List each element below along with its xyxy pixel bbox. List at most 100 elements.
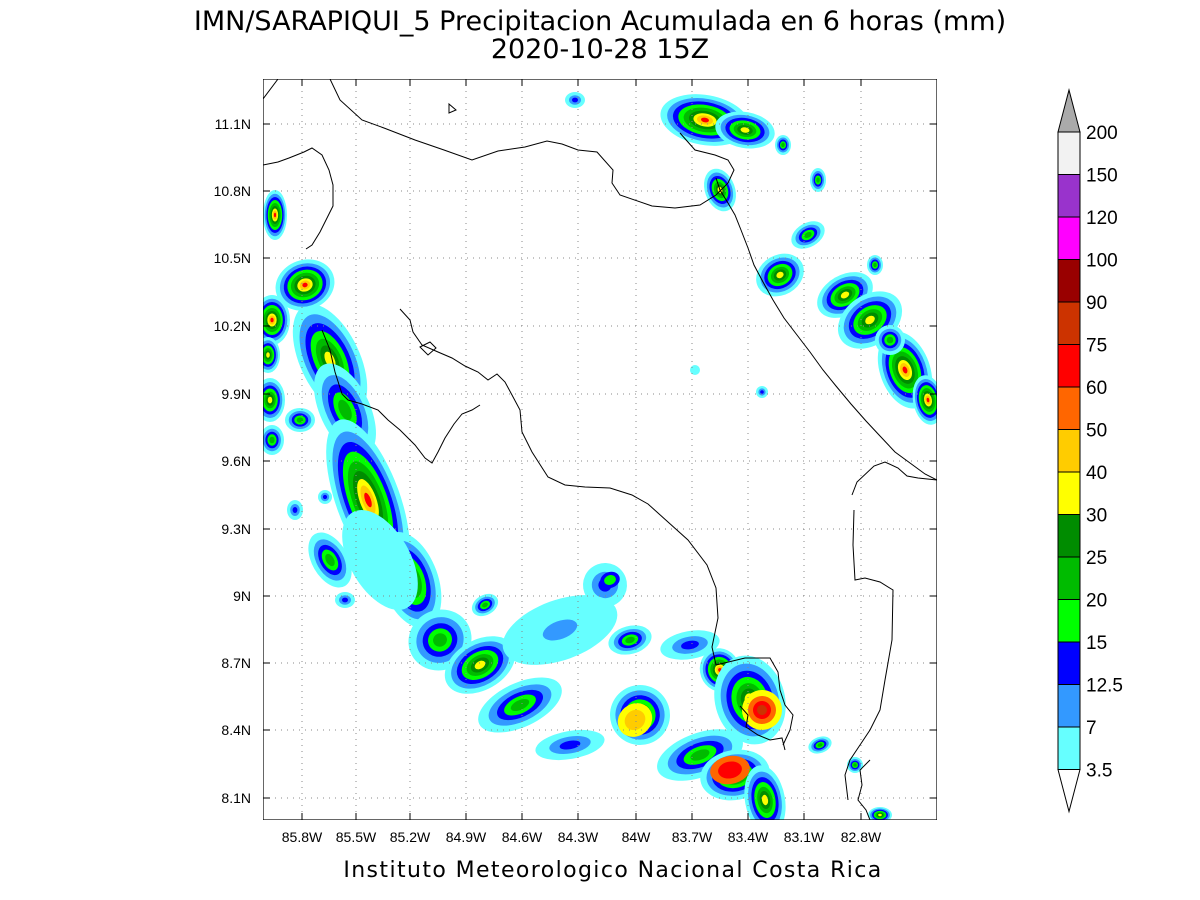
precip-cell bbox=[760, 390, 764, 394]
colorbar-swatch bbox=[1057, 216, 1081, 260]
precip-cell bbox=[474, 660, 486, 670]
lat-tick-label: 9N bbox=[233, 588, 251, 604]
island-lake bbox=[448, 102, 457, 114]
precip-cell bbox=[364, 492, 372, 508]
precip-cell bbox=[292, 507, 298, 513]
lat-tick-label: 10.5N bbox=[214, 250, 251, 266]
precip-cell bbox=[572, 97, 578, 103]
colorbar-level-label: 120 bbox=[1086, 208, 1118, 229]
precip-cell bbox=[886, 336, 894, 344]
precip-cell bbox=[865, 315, 875, 325]
lon-tick-label: 84.3W bbox=[558, 829, 599, 845]
colorbar-level-label: 50 bbox=[1086, 421, 1107, 442]
plot-area bbox=[263, 79, 937, 820]
lat-tick-label: 10.2N bbox=[214, 318, 251, 334]
precip-cell bbox=[624, 709, 646, 731]
colorbar-swatch bbox=[1057, 641, 1081, 685]
colorbar-swatch bbox=[1057, 344, 1081, 388]
precipitation-field bbox=[263, 92, 937, 820]
colorbar-level-label: 100 bbox=[1086, 251, 1118, 272]
precip-cell bbox=[853, 763, 857, 767]
colorbar-swatch bbox=[1057, 684, 1081, 728]
precip-cell bbox=[338, 399, 352, 421]
colorbar-swatch bbox=[1057, 556, 1081, 600]
precip-cell bbox=[761, 794, 769, 806]
map-title: IMN/SARAPIQUI_5 Precipitacion Acumulada … bbox=[194, 6, 1006, 37]
border-nicaragua bbox=[263, 147, 334, 250]
precip-cell bbox=[302, 282, 308, 288]
lat-tick-label: 8.1N bbox=[221, 790, 251, 806]
axes: 85.8W 85.5W 85.2W 84.9W 84.6W 84.3W 84W 83.7W 83… bbox=[214, 79, 937, 845]
coastlines-and-borders bbox=[263, 79, 937, 820]
precip-cell bbox=[840, 291, 850, 299]
precip-cell bbox=[740, 127, 750, 133]
lat-tick-label: 8.7N bbox=[221, 655, 251, 671]
colorbar-swatch bbox=[1057, 471, 1081, 515]
lon-tick-label: 83.4W bbox=[728, 829, 769, 845]
colorbar-under-triangle bbox=[1057, 769, 1081, 814]
lat-tick-label: 9.3N bbox=[221, 521, 251, 537]
colorbar-swatch bbox=[1057, 301, 1081, 345]
colorbar-legend: 200 150 120 100 90 75 60 50 40 30 25 20 15 12.5 7 3.5 bbox=[1057, 88, 1123, 814]
colorbar-level-label: 20 bbox=[1086, 591, 1107, 612]
precip-cell bbox=[926, 397, 930, 403]
panama-coast bbox=[851, 461, 937, 496]
osa-peninsula bbox=[739, 705, 786, 751]
nicoya-gulf-coast bbox=[399, 308, 719, 666]
border-panama bbox=[715, 657, 794, 746]
colorbar-level-label: 25 bbox=[1086, 548, 1107, 569]
coastline-nicaragua-north bbox=[263, 79, 279, 100]
lat-tick-label: 11.1N bbox=[215, 116, 251, 132]
lon-tick-label: 84W bbox=[622, 829, 652, 845]
footer-credit: Instituto Meteorologico Nacional Costa R… bbox=[343, 858, 882, 883]
lon-tick-label: 84.9W bbox=[446, 829, 487, 845]
colorbar-level-label: 40 bbox=[1086, 463, 1107, 484]
precip-cell bbox=[510, 698, 530, 712]
colorbar-level-label: 30 bbox=[1086, 506, 1107, 527]
precip-cell bbox=[559, 740, 581, 750]
precip-cell bbox=[542, 619, 578, 641]
precip-cell bbox=[273, 212, 277, 218]
lon-tick-label: 85.5W bbox=[336, 829, 377, 845]
precip-cell bbox=[718, 761, 742, 779]
lon-tick-label: 82.8W bbox=[841, 829, 882, 845]
precip-cell bbox=[817, 743, 823, 747]
precip-cell bbox=[902, 366, 908, 374]
colorbar-swatch bbox=[1057, 259, 1081, 303]
colorbar-level-label: 75 bbox=[1086, 336, 1107, 357]
colorbar-swatch bbox=[1057, 131, 1081, 175]
colorbar-over-triangle bbox=[1057, 88, 1081, 133]
precip-cell bbox=[816, 177, 820, 183]
colorbar-swatch bbox=[1057, 386, 1081, 430]
precip-cell bbox=[342, 510, 418, 610]
lat-tick-label: 10.8N bbox=[214, 183, 251, 199]
lat-tick-label: 9.9N bbox=[221, 386, 251, 402]
colorbar-level-label: 60 bbox=[1086, 378, 1107, 399]
precip-cell bbox=[433, 633, 447, 647]
colorbar-level-label: 12.5 bbox=[1086, 676, 1123, 697]
precip-cell bbox=[690, 749, 710, 761]
lake-nicaragua-shore bbox=[329, 79, 735, 209]
colorbar-level-label: 15 bbox=[1086, 633, 1107, 654]
lat-tick-label: 8.4N bbox=[221, 722, 251, 738]
colorbar-swatch bbox=[1057, 429, 1081, 473]
panama-inner bbox=[844, 509, 894, 801]
lon-tick-label: 85.8W bbox=[282, 829, 323, 845]
precip-cell bbox=[342, 597, 348, 603]
precip-cell bbox=[325, 553, 335, 567]
precip-cell bbox=[604, 575, 616, 585]
colorbar-swatch bbox=[1057, 174, 1081, 218]
precip-cell bbox=[781, 142, 785, 148]
precip-cell bbox=[873, 262, 877, 268]
precip-cell bbox=[269, 436, 275, 444]
caribbean-coast bbox=[715, 177, 937, 481]
colorbar-swatch bbox=[1057, 599, 1081, 643]
colorbar-level-label: 7 bbox=[1086, 718, 1097, 739]
lon-tick-label: 84.6W bbox=[502, 829, 543, 845]
precip-cell bbox=[266, 352, 270, 358]
precip-cell bbox=[267, 396, 273, 404]
graticule bbox=[263, 79, 937, 820]
precip-cell bbox=[700, 117, 710, 123]
precip-cell bbox=[625, 636, 635, 644]
